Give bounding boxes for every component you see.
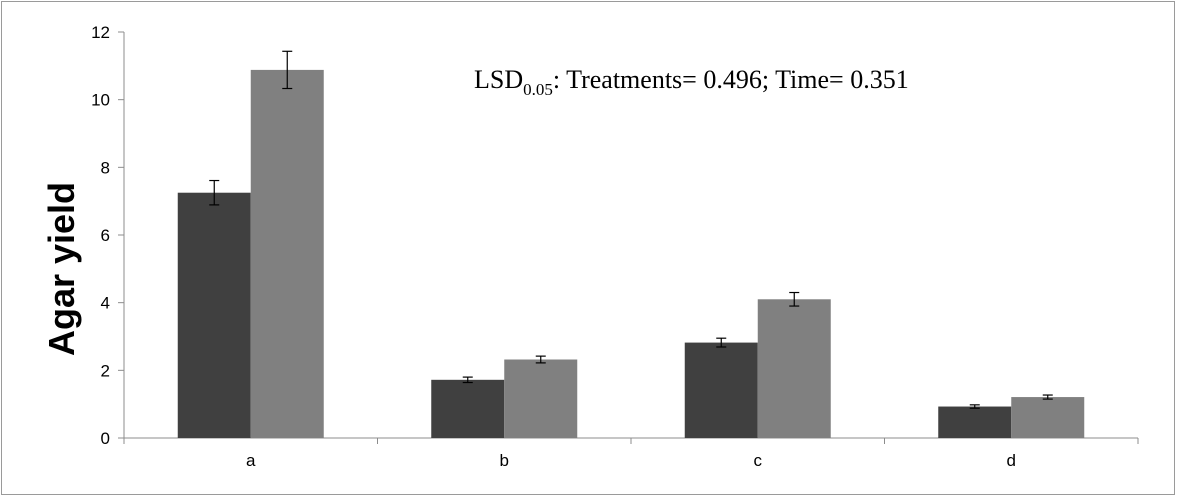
y-axis: 0 2 4 6 8 10 12 <box>91 23 125 448</box>
y-tick-label: 10 <box>91 91 110 110</box>
bars <box>177 69 1085 438</box>
x-tick-label-a: a <box>246 451 256 470</box>
y-tick-label: 8 <box>101 158 110 177</box>
lsd-text: : Treatments= 0.496; Time= 0.351 <box>553 65 909 94</box>
bar-d-series-1 <box>938 406 1012 438</box>
error-bar-c-series-1 <box>716 337 727 348</box>
error-bar-d-series-1 <box>969 404 980 409</box>
bar-a-series-2 <box>250 69 324 438</box>
y-tick-label: 6 <box>101 226 110 245</box>
error-bar-c-series-2 <box>789 291 800 307</box>
bar-d-series-2 <box>1011 397 1085 438</box>
lsd-annotation: LSD0.05: Treatments= 0.496; Time= 0.351 <box>474 65 909 99</box>
error-bar-a-series-1 <box>209 179 220 206</box>
bar-c-series-1 <box>684 342 758 438</box>
x-tick-label-c: c <box>754 451 763 470</box>
error-bars <box>209 50 1053 409</box>
bar-b-series-1 <box>431 379 505 438</box>
error-bar-a-series-2 <box>282 50 293 90</box>
error-bar-b-series-1 <box>462 376 473 384</box>
y-tick-label: 4 <box>101 294 110 313</box>
bar-a-series-1 <box>177 192 251 438</box>
lsd-subscript: 0.05 <box>523 80 553 99</box>
bar-c-series-2 <box>757 299 831 438</box>
x-axis: a b c d <box>123 437 1139 470</box>
y-tick-label: 2 <box>101 361 110 380</box>
x-tick-label-b: b <box>500 451 509 470</box>
error-bar-d-series-2 <box>1042 394 1053 400</box>
bar-b-series-2 <box>504 359 578 438</box>
y-tick-label: 0 <box>101 429 110 448</box>
x-tick-label-d: d <box>1007 451 1016 470</box>
error-bar-b-series-2 <box>535 355 546 364</box>
y-axis-title: Agar yield <box>41 182 82 356</box>
lsd-prefix: LSD <box>474 65 523 94</box>
y-tick-label: 12 <box>91 23 110 42</box>
